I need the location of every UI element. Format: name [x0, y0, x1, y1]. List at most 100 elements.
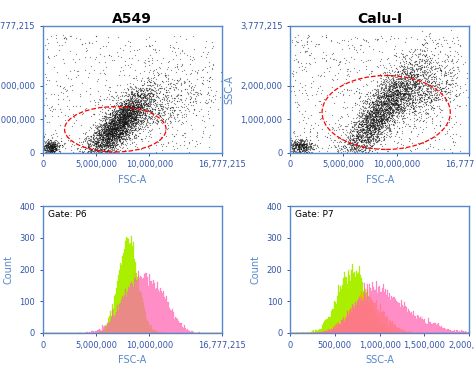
Point: [400, 105, 408, 111]
Point: [99, 115, 106, 121]
Point: [146, 107, 154, 113]
Point: [418, 71, 426, 77]
Point: [385, 114, 393, 120]
Point: [422, 56, 429, 62]
Point: [127, 117, 135, 123]
Point: [116, 125, 124, 131]
Point: [289, 145, 297, 151]
Point: [377, 117, 384, 123]
Point: [372, 125, 379, 131]
Point: [358, 98, 365, 104]
Point: [168, 109, 175, 115]
Point: [114, 123, 122, 129]
Point: [374, 127, 382, 133]
Point: [337, 145, 345, 151]
Point: [379, 103, 387, 109]
Point: [119, 141, 127, 147]
Point: [121, 125, 128, 131]
Point: [393, 97, 401, 103]
Point: [129, 120, 137, 126]
Point: [118, 117, 126, 123]
Point: [143, 107, 151, 113]
Point: [128, 107, 136, 112]
Point: [383, 89, 391, 95]
Point: [101, 113, 109, 119]
Point: [116, 134, 123, 140]
Point: [371, 119, 378, 125]
Point: [126, 112, 134, 118]
Point: [427, 72, 434, 78]
Point: [108, 138, 115, 144]
Point: [128, 113, 136, 119]
Point: [123, 138, 130, 144]
Point: [419, 68, 426, 74]
Point: [158, 99, 165, 105]
Point: [421, 44, 429, 50]
Point: [47, 148, 55, 154]
Point: [172, 69, 180, 75]
Point: [389, 96, 396, 102]
Point: [140, 78, 148, 84]
Point: [122, 119, 129, 125]
Point: [92, 138, 100, 144]
Point: [129, 114, 137, 120]
Point: [425, 79, 433, 85]
Point: [399, 75, 407, 81]
Point: [301, 141, 309, 147]
Point: [295, 145, 302, 151]
Point: [358, 127, 366, 133]
Point: [100, 142, 107, 148]
Point: [374, 109, 382, 115]
Point: [100, 139, 108, 145]
Point: [293, 40, 301, 46]
Point: [182, 113, 190, 119]
Point: [427, 83, 434, 88]
Point: [375, 96, 383, 102]
Point: [301, 144, 309, 150]
Point: [386, 127, 394, 133]
Point: [139, 90, 147, 96]
Point: [119, 108, 127, 114]
Point: [115, 129, 122, 135]
Point: [119, 131, 127, 137]
Point: [369, 122, 376, 128]
Point: [409, 97, 417, 103]
Point: [84, 149, 92, 155]
Point: [447, 87, 454, 93]
Point: [352, 132, 359, 138]
Point: [64, 112, 72, 118]
Point: [296, 141, 304, 147]
Point: [451, 105, 459, 111]
Point: [374, 129, 382, 135]
Point: [374, 128, 382, 134]
Point: [362, 91, 370, 97]
Point: [119, 130, 127, 136]
Point: [360, 127, 368, 133]
Point: [204, 49, 212, 55]
Point: [120, 108, 128, 114]
Point: [370, 116, 378, 122]
Point: [104, 135, 111, 141]
Point: [318, 33, 326, 38]
Point: [332, 93, 339, 99]
Point: [146, 102, 153, 108]
Point: [366, 130, 374, 136]
Point: [159, 104, 166, 110]
Point: [120, 135, 128, 141]
Point: [383, 111, 390, 117]
Point: [372, 125, 380, 131]
Point: [402, 81, 410, 87]
Point: [100, 130, 108, 135]
Point: [443, 56, 450, 62]
Point: [142, 100, 149, 105]
Point: [308, 74, 315, 80]
Point: [119, 113, 127, 119]
Point: [110, 133, 118, 139]
Point: [400, 119, 408, 125]
Point: [404, 121, 412, 127]
Point: [144, 106, 151, 112]
Point: [376, 113, 383, 119]
Point: [371, 112, 378, 118]
Point: [131, 97, 139, 103]
Point: [427, 64, 434, 70]
